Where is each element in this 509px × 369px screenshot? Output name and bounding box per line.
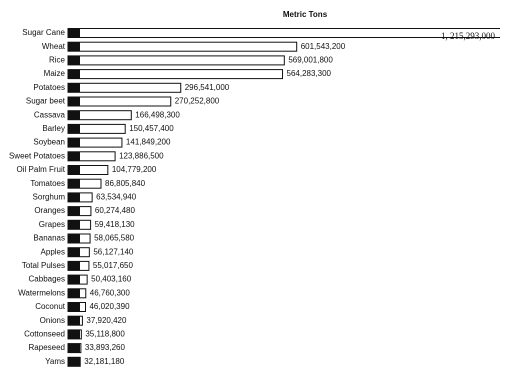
y-tick-label: Cottonseed <box>24 330 65 339</box>
bar-cap <box>68 316 80 326</box>
bar-cap <box>68 124 80 134</box>
bar-cap <box>68 220 80 230</box>
value-label: 55,017,650 <box>93 261 134 270</box>
bar-cap <box>68 329 80 339</box>
y-tick-label: Cassava <box>34 110 66 119</box>
bar-cap <box>68 275 80 285</box>
y-tick-label: Grapes <box>39 220 65 229</box>
bar-cap <box>68 261 80 271</box>
value-label: 63,534,940 <box>96 193 137 202</box>
y-tick-label: Maize <box>44 69 66 78</box>
y-tick-label: Yams <box>45 357 65 366</box>
value-label: 601,543,200 <box>301 42 346 51</box>
value-label: 46,760,300 <box>90 288 131 297</box>
y-tick-label: Rice <box>49 56 66 65</box>
value-label: 32,181,180 <box>84 357 125 366</box>
y-tick-label: Sweet Potatoes <box>9 151 65 160</box>
value-label: 123,886,500 <box>119 151 164 160</box>
y-tick-label: Total Pulses <box>22 261 65 270</box>
y-tick-label: Onions <box>40 316 65 325</box>
bar-cap <box>68 83 80 93</box>
value-label: 37,920,420 <box>86 316 127 325</box>
value-label: 569,001,800 <box>288 56 333 65</box>
bar-cap <box>68 357 80 367</box>
chart-title: Metric Tons <box>283 10 328 19</box>
bar-cap <box>68 302 80 312</box>
bar-cap <box>68 28 80 38</box>
value-label: 56,127,140 <box>93 247 134 256</box>
y-tick-label: Wheat <box>42 42 66 51</box>
y-tick-label: Sugar beet <box>26 97 66 106</box>
y-tick-label: Apples <box>41 247 65 256</box>
bar-cap <box>68 206 80 216</box>
value-label: 104,779,200 <box>112 165 157 174</box>
bar-cap <box>68 165 80 175</box>
y-tick-label: Oil Palm Fruit <box>17 165 66 174</box>
y-tick-label: Cabbages <box>29 275 65 284</box>
bar <box>67 96 172 107</box>
y-tick-label: Oranges <box>34 206 65 215</box>
bar-cap <box>68 234 80 243</box>
bars <box>67 28 500 367</box>
bar <box>67 41 298 52</box>
y-tick-label: Sorghum <box>33 193 66 202</box>
value-label: 33,893,260 <box>85 343 126 352</box>
value-label: 86,805,840 <box>105 179 146 188</box>
bar <box>67 82 182 93</box>
bar-cap <box>68 192 80 202</box>
y-tick-label: Rapeseed <box>29 343 65 352</box>
bar-cap <box>68 69 80 79</box>
value-label: 141,849,200 <box>126 138 171 147</box>
y-tick-label: Barley <box>42 124 65 133</box>
y-tick-label: Sugar Cane <box>22 28 65 37</box>
bar-cap <box>68 97 80 106</box>
bar-cap <box>68 42 80 52</box>
bar-cap <box>68 138 80 148</box>
value-label: 166,498,300 <box>135 110 180 119</box>
bar-cap <box>68 55 80 65</box>
value-label: 270,252,800 <box>175 97 220 106</box>
y-tick-label: Soybean <box>33 138 65 147</box>
value-label: 60,274,480 <box>95 206 136 215</box>
value-label: 58,065,580 <box>94 234 135 243</box>
value-label: 1, 215,293,000 <box>441 31 496 41</box>
value-label: 150,457,400 <box>129 124 174 133</box>
bar-cap <box>68 151 80 161</box>
y-tick-label: Tomatoes <box>30 179 65 188</box>
bar-cap <box>68 247 80 257</box>
bar-cap <box>68 179 80 189</box>
bar-cap <box>68 343 80 353</box>
y-tick-label: Potatoes <box>33 83 65 92</box>
value-label: 564,283,300 <box>287 69 332 78</box>
y-tick-label: Coconut <box>35 302 66 311</box>
y-tick-label: Bananas <box>33 234 65 243</box>
value-label: 50,403,160 <box>91 275 132 284</box>
bar <box>67 55 285 66</box>
bar <box>67 69 284 80</box>
value-label: 59,418,130 <box>95 220 136 229</box>
value-label: 296,541,000 <box>185 83 230 92</box>
bar-cap <box>68 110 80 120</box>
bar-cap <box>68 288 80 298</box>
value-label: 46,020,390 <box>89 302 130 311</box>
value-label: 35,118,800 <box>85 330 125 339</box>
y-tick-label: Watermelons <box>18 288 65 297</box>
